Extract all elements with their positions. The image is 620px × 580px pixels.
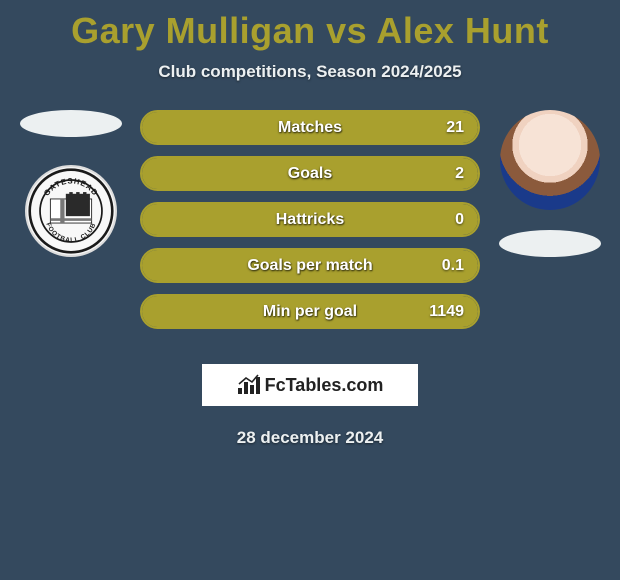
stats-bars: Matches21 Goals2 Hattricks0 Goals per match… xyxy=(140,110,480,329)
player-right-placeholder-ellipse xyxy=(499,230,601,257)
page-title: Gary Mulligan vs Alex Hunt xyxy=(0,0,620,52)
stat-value-right: 1149 xyxy=(429,303,464,321)
stat-bar: Goals per match0.1 xyxy=(140,248,480,283)
stat-value-right: 0.1 xyxy=(442,257,464,275)
stat-bar: Hattricks0 xyxy=(140,202,480,237)
player-right-column xyxy=(487,110,612,257)
stat-bar: Goals2 xyxy=(140,156,480,191)
date-caption: 28 december 2024 xyxy=(0,428,620,448)
stat-value-right: 2 xyxy=(455,165,464,183)
brand-name: FcTables.com xyxy=(265,375,384,396)
gateshead-badge-icon: GATESHEAD FOOTBALL CLUB xyxy=(28,168,114,254)
player-left-placeholder-ellipse xyxy=(20,110,122,137)
brand-banner[interactable]: FcTables.com xyxy=(202,364,418,406)
player-photo-right xyxy=(500,110,600,210)
page-subtitle: Club competitions, Season 2024/2025 xyxy=(0,62,620,82)
bars-chart-icon xyxy=(237,374,261,396)
stat-fill-right xyxy=(142,112,478,143)
stat-value-right: 0 xyxy=(455,211,464,229)
stat-fill-right xyxy=(142,296,478,327)
stat-fill-right xyxy=(142,158,478,189)
stat-value-right: 21 xyxy=(446,119,464,137)
player-left-column: GATESHEAD FOOTBALL CLUB xyxy=(8,110,133,257)
comparison-area: GATESHEAD FOOTBALL CLUB Matches21 Goals2 H… xyxy=(0,110,620,340)
stat-bar: Min per goal1149 xyxy=(140,294,480,329)
stat-bar: Matches21 xyxy=(140,110,480,145)
stat-fill-right xyxy=(142,250,478,281)
club-badge-left: GATESHEAD FOOTBALL CLUB xyxy=(25,165,117,257)
stat-fill-right xyxy=(142,204,478,235)
